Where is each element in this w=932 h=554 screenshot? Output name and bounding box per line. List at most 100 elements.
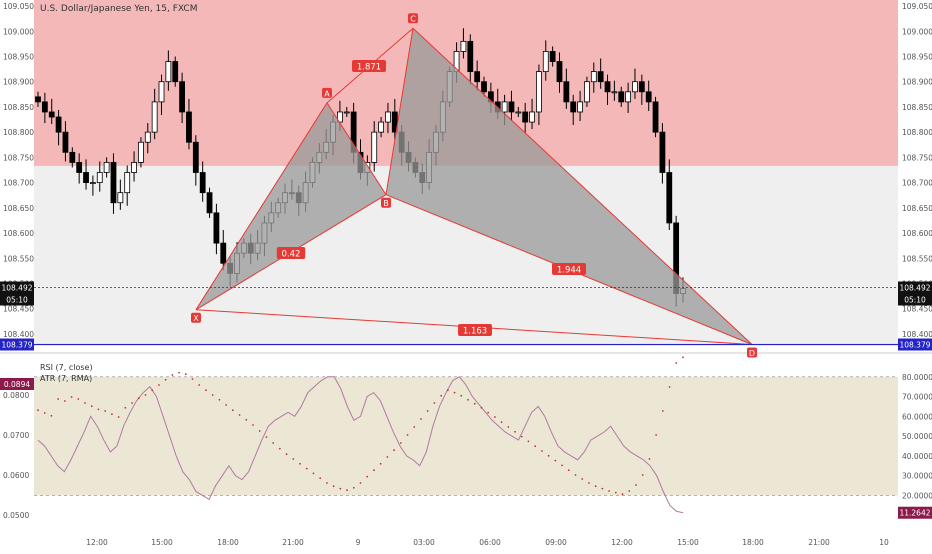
atr-dot <box>359 482 362 484</box>
atr-dot <box>379 462 382 465</box>
rsi-label: RSI (7, close) <box>40 363 93 372</box>
candle-body <box>563 81 570 103</box>
atr-dot <box>292 458 295 460</box>
candle-body <box>536 71 542 113</box>
atr-dot <box>594 485 597 488</box>
ratio-box-xb <box>276 247 306 259</box>
candle-body <box>48 111 55 118</box>
atr-dot <box>621 493 624 496</box>
candle-body <box>103 162 110 173</box>
atr-dot <box>238 414 241 416</box>
atr-dot <box>682 356 684 359</box>
atr-dot <box>420 418 422 420</box>
ratio-label-xb: 0.42 <box>282 250 301 260</box>
rsi-tick: 40.0000 <box>902 452 932 461</box>
price-tick-right: 108.550 <box>902 254 932 263</box>
candle-body <box>138 141 144 163</box>
ratio-box-ac <box>352 60 386 72</box>
atr-dot <box>473 402 476 405</box>
atr-dot <box>97 408 100 411</box>
atr-dot <box>211 394 214 396</box>
candle-body <box>172 61 179 83</box>
atr-dot <box>446 389 449 392</box>
rsi-band <box>34 376 898 496</box>
candle-body <box>220 242 227 264</box>
candle-body <box>35 96 41 103</box>
price-tick-left: 108.800 <box>3 128 34 137</box>
atr-dot <box>90 405 93 408</box>
countdown-tag-left: 05:10 <box>6 296 28 305</box>
atr-dot <box>225 404 228 406</box>
candle-body <box>481 81 487 93</box>
candle-body <box>124 172 131 194</box>
atr-dot <box>514 430 516 433</box>
atr-dot <box>285 453 288 456</box>
candle-body <box>337 111 343 123</box>
atr-dot <box>278 447 281 450</box>
candle-body <box>645 91 652 103</box>
atr-dot <box>460 394 463 397</box>
atr-dot <box>433 402 436 404</box>
atr-dot <box>527 440 530 443</box>
atr-dot <box>534 445 537 448</box>
candle-body <box>89 182 96 184</box>
candle-body <box>69 151 76 163</box>
candle-body <box>577 101 583 113</box>
atr-dot <box>440 394 443 397</box>
atr-dot <box>493 416 496 418</box>
candle-body <box>611 91 618 94</box>
atr-dot <box>467 398 469 401</box>
atr-dot <box>245 418 248 421</box>
atr-dot <box>655 434 658 436</box>
atr-dot <box>500 421 503 424</box>
atr-dot <box>299 462 301 465</box>
time-tick: 10 <box>879 538 889 547</box>
price-tick-left: 108.850 <box>3 103 34 112</box>
price-tick-left: 108.650 <box>3 204 34 213</box>
rsi-value-tag: 11.2642 <box>899 509 930 518</box>
pattern-xab <box>196 102 386 310</box>
rsi-tick: 70.0000 <box>902 393 932 402</box>
atr-dot <box>265 436 268 438</box>
price-tick-left: 108.750 <box>3 153 34 162</box>
candle-body <box>604 81 611 93</box>
countdown-tag-right: 05:10 <box>904 296 926 305</box>
price-tick-right: 108.800 <box>902 128 932 137</box>
level-tag-right: 108.379 <box>899 341 930 350</box>
candle-body <box>666 172 673 224</box>
atr-dot <box>77 398 80 400</box>
candle-body <box>652 101 659 133</box>
candle-body <box>385 111 391 123</box>
atr-dot <box>70 396 73 398</box>
candle-body <box>158 81 165 103</box>
candle-body <box>62 131 69 153</box>
atr-dot <box>373 469 375 472</box>
pattern-point-x <box>191 312 201 323</box>
candle-body <box>165 61 172 83</box>
atr-dot <box>117 416 120 418</box>
atr-dot <box>366 475 369 478</box>
candle-body <box>508 101 515 113</box>
atr-dot <box>406 434 409 436</box>
atr-dot <box>453 391 456 394</box>
candle-body <box>501 101 508 113</box>
candle-body <box>378 121 384 133</box>
price-tick-right: 108.400 <box>902 330 932 339</box>
atr-tick: 0.0600 <box>3 471 29 480</box>
atr-dot <box>574 474 577 476</box>
time-tick: 15:00 <box>677 538 699 547</box>
atr-dot <box>272 442 275 444</box>
candle-body <box>151 101 158 133</box>
candle-body <box>144 131 151 143</box>
time-tick: 9 <box>356 538 361 547</box>
candle-body <box>590 71 597 83</box>
atr-dot <box>581 478 584 480</box>
atr-dot <box>541 450 543 452</box>
time-tick: 12:00 <box>86 538 108 547</box>
atr-dot <box>231 409 234 412</box>
rsi-line <box>37 376 684 514</box>
candle-body <box>371 131 378 163</box>
price-tick-right: 108.700 <box>902 179 932 188</box>
